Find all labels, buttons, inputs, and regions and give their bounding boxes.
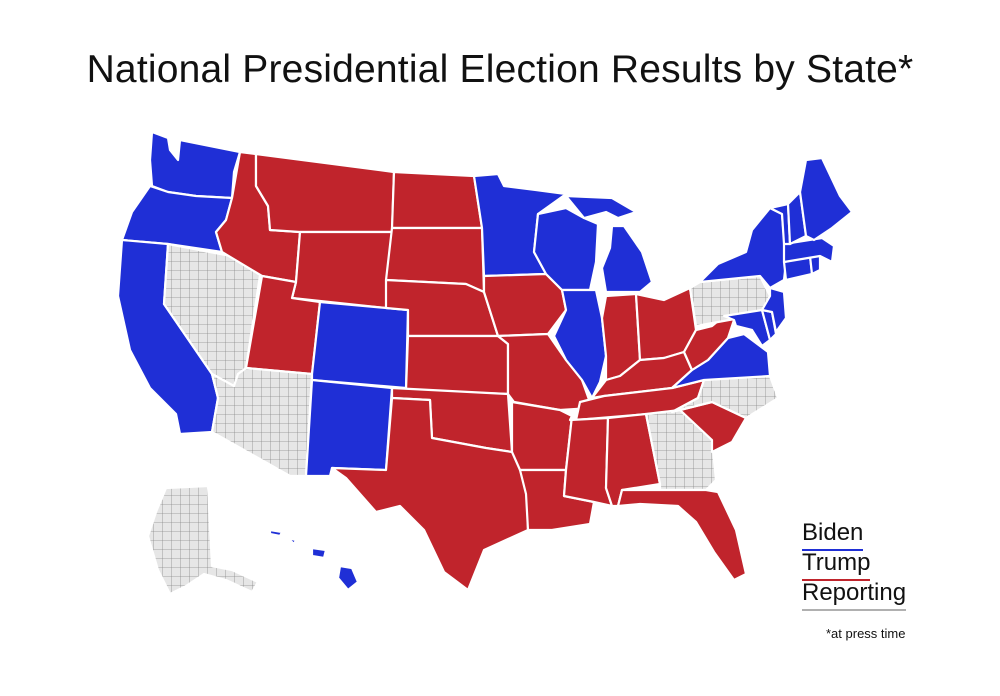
state-new-york[interactable] xyxy=(698,206,788,290)
state-vermont[interactable] xyxy=(768,202,792,246)
state-kansas[interactable] xyxy=(404,334,510,396)
state-alaska[interactable] xyxy=(146,484,260,596)
state-maine[interactable] xyxy=(798,156,854,242)
state-wisconsin[interactable] xyxy=(532,206,600,292)
state-arizona[interactable] xyxy=(210,366,314,478)
state-washington[interactable] xyxy=(148,130,242,200)
state-hawaii[interactable] xyxy=(268,528,360,592)
state-massachusetts[interactable] xyxy=(782,236,836,264)
legend-item-trump: Trump xyxy=(802,548,871,581)
state-north-dakota[interactable] xyxy=(390,170,484,230)
footnote: *at press time xyxy=(826,626,906,641)
state-iowa[interactable] xyxy=(482,272,568,338)
state-colorado[interactable] xyxy=(310,300,410,390)
state-arkansas[interactable] xyxy=(510,400,574,472)
state-missouri[interactable] xyxy=(496,332,594,412)
state-new-mexico[interactable] xyxy=(304,378,394,478)
legend-item-biden: Biden xyxy=(802,518,864,551)
legend-item-reporting: Reporting xyxy=(802,578,907,611)
state-new-jersey[interactable] xyxy=(760,286,788,334)
state-florida[interactable] xyxy=(616,488,748,582)
legend: Biden Trump Reporting xyxy=(802,518,907,611)
state-montana[interactable] xyxy=(254,152,396,234)
state-mississippi[interactable] xyxy=(562,414,614,508)
state-north-carolina[interactable] xyxy=(670,374,780,420)
state-texas[interactable] xyxy=(330,396,530,592)
page-title: National Presidential Election Results b… xyxy=(86,48,914,91)
state-wyoming[interactable] xyxy=(290,230,394,310)
state-rhode-island[interactable] xyxy=(808,254,822,276)
state-michigan[interactable] xyxy=(564,194,654,294)
